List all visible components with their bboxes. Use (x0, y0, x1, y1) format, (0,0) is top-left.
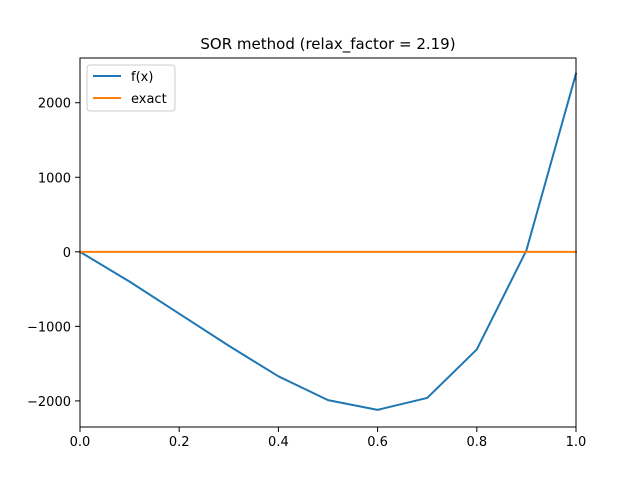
legend: f(x) exact (86, 64, 176, 112)
x-tick-label: 0.6 (367, 435, 388, 450)
x-tick-label: 0.4 (268, 435, 289, 450)
y-tick-label: −1000 (27, 320, 71, 335)
x-tick-label: 0.2 (169, 435, 190, 450)
y-tick-label: 0 (63, 246, 71, 261)
y-tick-label: 1000 (38, 171, 71, 186)
legend-label: exact (131, 92, 167, 107)
series-line-0 (78, 72, 578, 411)
axes-border (79, 57, 577, 428)
chart-title: SOR method (relax_factor = 2.19) (200, 35, 455, 54)
x-tick-label: 1.0 (566, 435, 587, 450)
x-axis: 0.0 0.2 0.4 0.6 0.8 1.0 (70, 427, 587, 450)
y-axis: −2000 −1000 0 1000 2000 (27, 97, 80, 410)
x-tick-label: 0.0 (70, 435, 91, 450)
x-tick-label: 0.8 (466, 435, 487, 450)
y-tick-label: −2000 (27, 395, 71, 410)
axes-frame (79, 57, 577, 428)
y-tick-label: 2000 (38, 97, 71, 112)
legend-label: f(x) (131, 70, 153, 85)
plot-lines (78, 72, 578, 411)
